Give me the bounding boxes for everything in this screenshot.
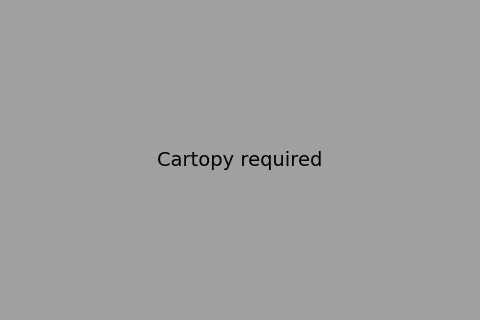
Text: Cartopy required: Cartopy required [157, 150, 323, 170]
